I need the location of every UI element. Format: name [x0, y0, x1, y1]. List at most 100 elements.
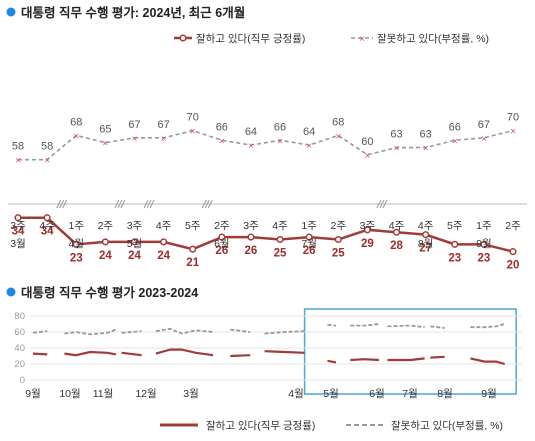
approve-data-label: 26	[215, 245, 228, 257]
disapprove-point: ×	[73, 131, 79, 142]
axis-break-mark	[143, 199, 149, 209]
chart2-month-label: 3월	[183, 388, 199, 400]
chart1-title: 대통령 직무 수행 평가: 2024년, 최근 6개월	[21, 5, 245, 20]
disapprove-point: ×	[481, 134, 487, 145]
chart2-disapprove-segment	[155, 327, 214, 335]
disapprove-data-label: 65	[99, 124, 111, 136]
disapprove-point: ×	[248, 141, 254, 152]
chart1-x-tick-label: 1주	[476, 220, 492, 232]
approve-point	[305, 233, 313, 241]
disapprove-data-label: 66	[449, 121, 461, 133]
chart2-y-tick-label: 40	[14, 343, 25, 354]
disapprove-point: ×	[277, 136, 283, 147]
disapprove-point: ×	[219, 136, 225, 147]
axis-break-mark	[117, 199, 123, 209]
chart1-x-tick-label: 2주	[214, 220, 230, 232]
axis-break-mark	[146, 199, 152, 209]
approve-point	[189, 245, 197, 253]
axis-break-mark	[201, 199, 207, 209]
disapprove-data-label: 60	[361, 136, 373, 148]
chart2-disapprove-segment	[32, 330, 48, 334]
axis-break-mark	[114, 199, 120, 209]
disapprove-point: ×	[102, 139, 108, 150]
legend-approve-label: 잘하고 있다(직무 긍정률)	[196, 32, 305, 45]
approve-point	[101, 238, 109, 246]
chart1-x-tick-label: 3주	[360, 220, 376, 232]
approve-data-label: 26	[245, 245, 258, 257]
chart2-approve-segment	[350, 358, 379, 362]
approve-data-label: 26	[303, 245, 316, 257]
chart1-x-tick-label: 3주	[127, 220, 143, 232]
axis-break-mark	[120, 199, 126, 209]
disapprove-data-label: 64	[303, 126, 315, 138]
chart2-y-tick-label: 60	[14, 327, 25, 338]
chart2-disapprove-segment	[327, 323, 337, 327]
approve-point	[247, 233, 255, 241]
disapprove-data-label: 58	[41, 141, 53, 153]
chart1-month-label: 7월	[301, 238, 317, 250]
chart2-legend: 잘하고 있다(직무 긍정률) 잘못하고 있다(부정률, %)	[160, 419, 503, 432]
approve-point	[160, 238, 168, 246]
disapprove-point: ×	[364, 151, 370, 162]
approve-data-label: 28	[390, 240, 403, 252]
chart2-month-label: 4월	[288, 388, 304, 400]
chart1-x-tick-label: 2주	[505, 220, 521, 232]
chart1-month-label: 4월	[68, 238, 84, 250]
axis-break-mark	[149, 199, 155, 209]
chart2-month-label: 7월	[402, 388, 418, 400]
approve-data-label: 23	[448, 252, 461, 264]
disapprove-data-label: 66	[274, 121, 286, 133]
approve-data-label: 34	[12, 226, 25, 238]
chart1-x-tick-label: 4주	[389, 220, 405, 232]
axis-break-mark	[379, 199, 385, 209]
chart1-x-tick-label: 4주	[272, 220, 288, 232]
chart1-legend: 잘하고 있다(직무 긍정률) × 잘못하고 있다(부정률, %)	[174, 32, 489, 45]
approve-point	[72, 240, 80, 248]
chart2-month-label: 5월	[323, 388, 339, 400]
chart1-month-label: 6월	[214, 238, 230, 250]
disapprove-data-label: 63	[390, 129, 402, 141]
approve-point	[276, 235, 284, 244]
chart1-x-tick-label: 4주	[39, 220, 55, 232]
legend2-disapprove-label: 잘못하고 있다(부정률, %)	[391, 419, 503, 432]
chart1-month-label: 3월	[10, 238, 26, 250]
legend-disapprove-marker: ×	[359, 34, 365, 45]
chart2-y-tick-label: 80	[14, 311, 25, 322]
chart2-approve-segment	[64, 350, 117, 357]
chart2-approve-segment	[121, 351, 142, 357]
chart2-month-label: 9월	[481, 388, 497, 400]
approve-data-label: 20	[507, 260, 520, 272]
disapprove-data-label: 67	[128, 119, 140, 131]
disapprove-point: ×	[190, 127, 196, 138]
approve-data-label: 24	[99, 250, 112, 262]
chart2-disapprove-segment	[230, 328, 251, 333]
chart1-x-tick-label: 4주	[418, 220, 434, 232]
disapprove-data-label: 64	[245, 126, 257, 138]
chart1-x-tick-label: 2주	[98, 220, 114, 232]
chart2-disapprove-segment	[121, 330, 142, 334]
title-bullet-2	[6, 287, 16, 297]
chart1-x-tick-label: 3주	[243, 220, 259, 232]
chart2-disapprove-segment	[264, 330, 305, 335]
approve-data-label: 29	[361, 238, 374, 250]
chart2-approve-segment	[430, 355, 445, 359]
chart1-x-tick-label: 4주	[156, 220, 172, 232]
axis-break-mark	[62, 199, 68, 209]
chart2-month-label: 8월	[437, 388, 453, 400]
disapprove-point: ×	[15, 156, 21, 167]
disapprove-data-label: 58	[12, 141, 24, 153]
disapprove-data-label: 66	[216, 121, 228, 133]
chart2-y-tick-label: 20	[14, 359, 25, 370]
chart2-approve-segment	[387, 357, 425, 362]
disapprove-point: ×	[132, 134, 138, 145]
chart2-month-label: 12월	[135, 388, 156, 400]
axis-break-mark	[204, 199, 210, 209]
chart1-plot: × 58 × 58 × 68 × 65 × 67 × 67 × 70 × 66 × 64 × 66 × 64 × 68 × 60 ×…	[8, 112, 527, 272]
approve-point	[509, 248, 517, 256]
approve-data-label: 25	[332, 248, 345, 260]
disapprove-data-label: 63	[420, 129, 432, 141]
approve-point	[218, 233, 226, 241]
chart1-x-tick-label: 5주	[447, 220, 463, 232]
disapprove-point: ×	[394, 144, 400, 155]
